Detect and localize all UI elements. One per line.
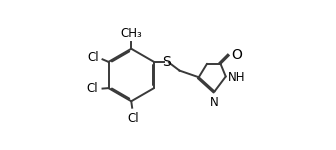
Text: O: O [231,48,242,62]
Text: N: N [210,96,219,109]
Text: CH₃: CH₃ [120,27,142,40]
Text: Cl: Cl [87,82,98,95]
Text: Cl: Cl [87,51,99,64]
Text: Cl: Cl [127,112,138,125]
Text: NH: NH [228,71,246,84]
Text: S: S [162,55,171,69]
